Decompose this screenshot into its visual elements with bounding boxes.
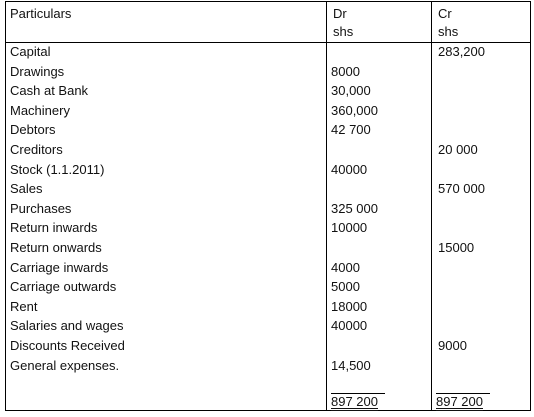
credit-amount: 9000 xyxy=(438,338,467,353)
debit-amount: 4000 xyxy=(331,259,360,275)
account-label: Rent xyxy=(10,298,38,314)
debit-amount: 40000 xyxy=(331,318,368,334)
debit-amount: 14,500 xyxy=(331,357,371,373)
account-label: Salaries and wages xyxy=(10,318,124,334)
column-divider-cr xyxy=(431,2,432,410)
debit-amount: 8000 xyxy=(331,63,360,79)
account-label: Return inwards xyxy=(10,220,98,236)
dr-total: 897 200 xyxy=(331,394,378,409)
header-particulars: Particulars xyxy=(10,6,72,21)
header-divider xyxy=(6,42,530,43)
header-dr-unit: shs xyxy=(333,24,354,39)
account-label: Return onwards xyxy=(10,240,102,255)
credit-amount: 283,200 xyxy=(438,44,485,59)
account-label: Drawings xyxy=(10,63,65,79)
debit-amount: 10000 xyxy=(331,220,368,236)
account-label: Sales xyxy=(10,181,43,197)
debit-amount: 5000 xyxy=(331,279,360,295)
account-label: Carriage outwards xyxy=(10,279,117,295)
account-label: Discounts Received xyxy=(10,338,125,353)
account-label: General expenses. xyxy=(10,357,120,373)
header-cr: Cr xyxy=(438,6,452,21)
account-label: Machinery xyxy=(10,102,70,118)
debit-amount: 42 700 xyxy=(331,122,371,138)
credit-amount: 15000 xyxy=(438,240,475,255)
debit-amount: 40000 xyxy=(331,161,368,177)
column-divider-dr xyxy=(326,2,327,410)
account-label: Purchases xyxy=(10,200,72,216)
account-label: Capital xyxy=(10,44,51,59)
header-cr-unit: shs xyxy=(438,24,459,39)
debit-amount: 30,000 xyxy=(331,83,371,99)
credit-amount: 570 000 xyxy=(438,181,485,197)
credit-amount: 20 000 xyxy=(438,142,478,157)
cr-total: 897 200 xyxy=(436,394,483,409)
debit-amount: 18000 xyxy=(331,298,368,314)
account-label: Creditors xyxy=(10,142,63,157)
account-label: Debtors xyxy=(10,122,56,138)
trial-balance-table: Particulars Dr shs Cr shs Capital 283,200… xyxy=(5,1,531,411)
account-label: Cash at Bank xyxy=(10,83,89,99)
debit-amount: 325 000 xyxy=(331,200,378,216)
debit-amount: 360,000 xyxy=(331,102,378,118)
account-label: Carriage inwards xyxy=(10,259,109,275)
cr-total-rule xyxy=(436,393,490,394)
dr-total-rule xyxy=(331,393,385,394)
account-label: Stock (1.1.2011) xyxy=(10,161,105,177)
header-dr: Dr xyxy=(333,6,347,21)
